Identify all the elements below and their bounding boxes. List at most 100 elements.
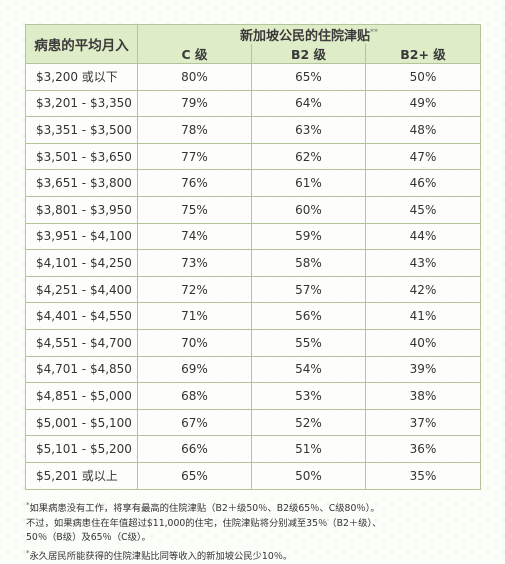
ward-b2plus-cell: 43% xyxy=(364,249,482,277)
ward-c-cell: 78% xyxy=(137,116,252,144)
table-row: $4,851 - $5,000 68% 53% 38% xyxy=(25,382,482,410)
income-cell: $5,201 或以上 xyxy=(25,461,138,490)
table-row: $4,251 - $4,400 72% 57% 42% xyxy=(25,275,482,304)
footnote-2-mark: * xyxy=(26,548,30,557)
ward-b2-cell: 65% xyxy=(251,63,366,91)
ward-c-cell: 66% xyxy=(137,435,252,463)
table-row: $5,101 - $5,200 66% 51% 36% xyxy=(25,435,482,463)
table-row: $4,551 - $4,700 70% 55% 40% xyxy=(25,328,482,357)
ward-b2plus-cell: 45% xyxy=(364,195,482,224)
ward-c-cell: 70% xyxy=(137,328,252,357)
footnote-2-text: 永久居民所能获得的住院津贴比同等收入的新加坡公民少10％。 xyxy=(29,550,293,562)
income-cell: $4,851 - $5,000 xyxy=(25,382,138,410)
ward-b2plus-cell: 35% xyxy=(364,461,482,490)
footnote-1-line-1: *如果病患没有工作，将享有最高的住院津贴（B2＋级50％、B2级65％、C级80… xyxy=(26,498,486,517)
table-row: $5,001 - $5,100 67% 52% 37% xyxy=(25,408,482,437)
income-cell: $4,551 - $4,700 xyxy=(25,328,138,357)
income-cell: $3,801 - $3,950 xyxy=(25,195,138,224)
ward-b2plus-cell: 36% xyxy=(364,435,482,463)
table-row: $4,701 - $4,850 69% 54% 39% xyxy=(25,355,482,384)
footnote-1-text-line-1: 如果病患没有工作，将享有最高的住院津贴（B2＋级50％、B2级65％、C级80％… xyxy=(29,503,380,515)
table-row: $3,801 - $3,950 75% 60% 45% xyxy=(25,195,482,224)
subsidy-group-header: 新加坡公民的住院津贴** xyxy=(136,24,482,44)
ward-c-cell: 68% xyxy=(137,382,252,410)
table-row: $3,351 - $3,500 78% 63% 48% xyxy=(25,116,482,144)
ward-b2-cell: 56% xyxy=(251,302,366,330)
ward-b2-cell: 54% xyxy=(251,355,366,384)
ward-b2plus-cell: 50% xyxy=(364,63,482,91)
ward-b2-cell: 58% xyxy=(251,249,366,277)
ward-c-cell: 69% xyxy=(137,355,252,384)
ward-b2-header: B2 级 xyxy=(251,44,366,64)
ward-b2plus-cell: 49% xyxy=(364,89,482,118)
income-cell: $3,651 - $3,800 xyxy=(25,169,138,197)
table-row: $4,401 - $4,550 71% 56% 41% xyxy=(25,302,482,330)
income-cell: $5,101 - $5,200 xyxy=(25,435,138,463)
ward-c-header: C 级 xyxy=(137,44,252,64)
ward-b2plus-cell: 42% xyxy=(364,275,482,304)
income-column-header: 病患的平均月入 xyxy=(25,24,138,64)
table-row: $3,651 - $3,800 76% 61% 46% xyxy=(25,169,482,197)
table-header-row: 病患的平均月入 新加坡公民的住院津贴** xyxy=(25,24,482,64)
ward-b2plus-cell: 40% xyxy=(364,328,482,357)
ward-b2-cell: 63% xyxy=(251,116,366,144)
ward-b2-cell: 64% xyxy=(251,89,366,118)
ward-b2plus-cell: 47% xyxy=(364,142,482,171)
ward-b2plus-header: B2+ 级 xyxy=(364,44,482,64)
footnote-1-mark: * xyxy=(26,501,30,509)
table-row: $3,201 - $3,350 79% 64% 49% xyxy=(25,89,482,118)
table-row: $3,501 - $3,650 77% 62% 47% xyxy=(25,142,482,171)
footnotes: *如果病患没有工作，将享有最高的住院津贴（B2＋级50％、B2级65％、C级80… xyxy=(26,498,486,564)
ward-b2-cell: 53% xyxy=(251,382,366,410)
ward-b2-cell: 50% xyxy=(251,461,366,490)
income-cell: $4,101 - $4,250 xyxy=(25,249,138,277)
ward-b2-cell: 55% xyxy=(251,328,366,357)
ward-c-cell: 73% xyxy=(137,249,252,277)
ward-c-cell: 75% xyxy=(137,195,252,224)
table-row: $4,101 - $4,250 73% 58% 43% xyxy=(25,249,482,277)
ward-b2plus-cell: 37% xyxy=(364,408,482,437)
ward-b2plus-cell: 38% xyxy=(364,382,482,410)
table-row: $3,200 或以下 80% 65% 50% xyxy=(25,63,482,91)
ward-b2plus-cell: 48% xyxy=(364,116,482,144)
ward-b2-cell: 52% xyxy=(251,408,366,437)
ward-c-cell: 65% xyxy=(137,461,252,490)
subsidy-table-container: 病患的平均月入 新加坡公民的住院津贴** C 级 B2 级 B2+ 级 $3,2… xyxy=(25,24,482,490)
ward-c-cell: 67% xyxy=(137,408,252,437)
ward-b2plus-cell: 41% xyxy=(364,302,482,330)
income-cell: $5,001 - $5,100 xyxy=(25,408,138,437)
table-row: $3,951 - $4,100 74% 59% 44% xyxy=(25,222,482,251)
ward-c-cell: 72% xyxy=(137,275,252,304)
ward-b2-cell: 57% xyxy=(251,275,366,304)
ward-c-cell: 74% xyxy=(137,222,252,251)
ward-b2-cell: 59% xyxy=(251,222,366,251)
income-cell: $3,951 - $4,100 xyxy=(25,222,138,251)
ward-b2-cell: 60% xyxy=(251,195,366,224)
income-cell: $3,501 - $3,650 xyxy=(25,142,138,171)
income-cell: $3,351 - $3,500 xyxy=(25,116,138,144)
ward-c-cell: 79% xyxy=(137,89,252,118)
ward-c-cell: 77% xyxy=(137,142,252,171)
ward-b2plus-cell: 46% xyxy=(364,169,482,197)
ward-b2-cell: 62% xyxy=(251,142,366,171)
ward-b2-cell: 51% xyxy=(251,435,366,463)
table-body: $3,200 或以下 80% 65% 50% $3,201 - $3,350 79% 64%… xyxy=(25,63,482,490)
ward-c-cell: 76% xyxy=(137,169,252,197)
ward-c-cell: 80% xyxy=(137,63,252,91)
income-cell: $3,200 或以下 xyxy=(25,63,138,91)
ward-b2plus-cell: 44% xyxy=(364,222,482,251)
footnote-1-line-2: 不过，如果病患住在年值超过$11,000的住宅，住院津贴将分别减至35％（B2＋… xyxy=(26,517,382,529)
income-cell: $4,401 - $4,550 xyxy=(25,302,138,330)
income-cell: $3,201 - $3,350 xyxy=(25,89,138,118)
subsidy-group-title: 新加坡公民的住院津贴 xyxy=(240,29,371,44)
income-cell: $4,251 - $4,400 xyxy=(25,275,138,304)
footnote-2: *永久居民所能获得的住院津贴比同等收入的新加坡公民少10％。 xyxy=(26,546,486,564)
table-row: $5,201 或以上 65% 50% 35% xyxy=(25,461,482,490)
income-cell: $4,701 - $4,850 xyxy=(25,355,138,384)
subsidy-table: 病患的平均月入 新加坡公民的住院津贴** C 级 B2 级 B2+ 级 $3,2… xyxy=(25,24,482,490)
footnote-1-line-3: 50％（B级）及65％（C级）。 xyxy=(26,532,151,544)
ward-c-cell: 71% xyxy=(137,302,252,330)
ward-b2-cell: 61% xyxy=(251,169,366,197)
group-title-footnote-mark: ** xyxy=(370,27,379,37)
ward-b2plus-cell: 39% xyxy=(364,355,482,384)
